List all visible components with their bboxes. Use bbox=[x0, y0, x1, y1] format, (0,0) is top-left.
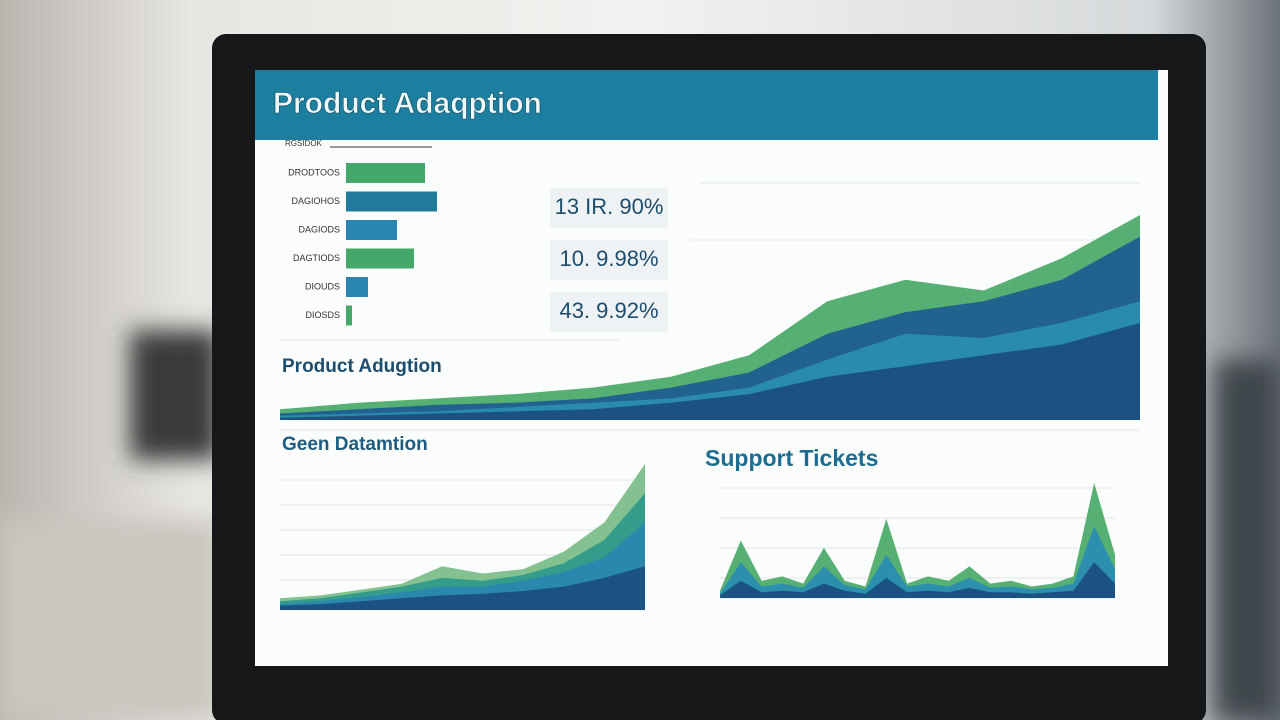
area bbox=[720, 526, 1115, 598]
stat-value: 43. 9.92% bbox=[559, 298, 658, 323]
area bbox=[280, 566, 645, 610]
bar bbox=[346, 220, 397, 240]
bar-chart: DRODTOOS DAGIOHOS DAGIODS DAGTIODS DIOUDS DIO… bbox=[288, 163, 437, 326]
right-chart-title: Support Tickets bbox=[705, 445, 878, 471]
area bbox=[720, 483, 1115, 598]
bar-label: DAGTIODS bbox=[293, 253, 340, 263]
bar bbox=[346, 248, 414, 269]
stat-value: 10. 9.98% bbox=[559, 246, 658, 271]
bar bbox=[346, 277, 368, 297]
left-chart-title: Geen Datamtion bbox=[282, 434, 428, 455]
header-title: Product Adaqption bbox=[273, 87, 542, 120]
grid bbox=[280, 182, 1140, 431]
main-chart-title: Product Adugtion bbox=[282, 356, 442, 377]
bar bbox=[346, 163, 425, 183]
bar-label: DIOUDS bbox=[305, 281, 340, 291]
header-bar bbox=[255, 70, 1158, 140]
left-chart bbox=[280, 464, 645, 610]
stats: 13 IR. 90% 10. 9.98% 43. 9.92% bbox=[550, 188, 668, 332]
main-chart bbox=[280, 215, 1140, 420]
area bbox=[720, 562, 1115, 598]
area bbox=[280, 322, 1140, 420]
bar-label: DIOSDS bbox=[305, 310, 340, 320]
background-blur bbox=[0, 330, 1280, 720]
bar-label: DAGIODS bbox=[298, 224, 340, 234]
bar-label: DAGIOHOS bbox=[291, 196, 340, 206]
bar-heading: RGSIDOK bbox=[285, 139, 323, 148]
bar-label: DRODTOOS bbox=[288, 167, 340, 177]
bar bbox=[346, 305, 352, 326]
stat-value: 13 IR. 90% bbox=[555, 194, 664, 219]
stat-box bbox=[550, 292, 668, 332]
stat-box bbox=[550, 240, 668, 280]
right-chart bbox=[720, 483, 1115, 598]
bar bbox=[346, 191, 437, 212]
stat-box bbox=[550, 188, 668, 228]
